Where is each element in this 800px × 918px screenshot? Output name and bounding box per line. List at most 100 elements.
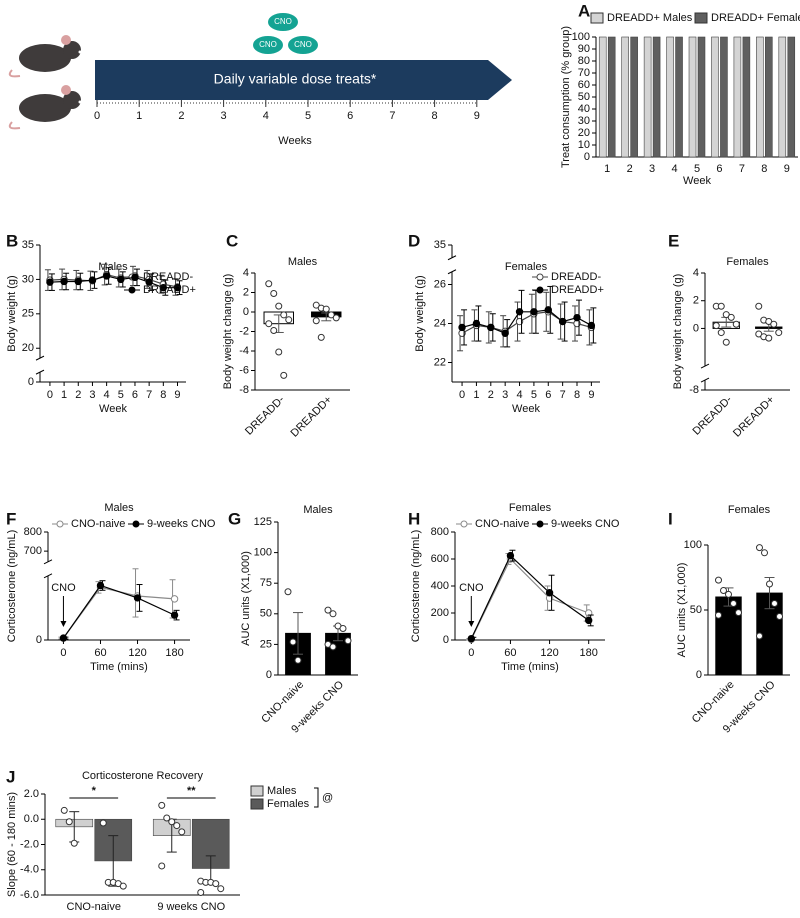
data-point — [70, 839, 78, 847]
axis-break — [700, 363, 710, 369]
x-tick-label: 7 — [560, 389, 566, 401]
data-point — [88, 276, 97, 284]
y-tick-label: -2.0 — [20, 838, 39, 850]
data-point — [275, 348, 283, 356]
chart-title: Females — [509, 502, 552, 514]
legend-marker — [536, 520, 544, 528]
data-point — [544, 306, 552, 314]
y-tick-label: 800 — [431, 526, 449, 538]
y-axis-label: Body weight change (g) — [672, 274, 684, 390]
data-point — [756, 544, 763, 552]
data-point — [312, 301, 320, 309]
panel-letter: A — [578, 1, 590, 20]
week-label: 2 — [178, 110, 184, 122]
y-tick-label: 100 — [684, 539, 702, 551]
y-tick-label: 20 — [578, 127, 590, 139]
data-point — [173, 822, 181, 830]
bar — [643, 36, 652, 158]
cno-badge — [288, 36, 318, 54]
x-tick-label: DREADD- — [690, 393, 734, 437]
x-tick-label: 5 — [118, 389, 124, 401]
data-point — [145, 278, 153, 286]
banner: Daily variable dose treats* — [214, 71, 377, 87]
data-point — [584, 616, 593, 625]
badge-label: CNO — [294, 40, 312, 49]
y-tick-label: 4 — [693, 267, 699, 279]
y-tick-label: 0 — [696, 669, 702, 681]
axis-break — [447, 255, 457, 261]
chart-title: Females — [726, 256, 769, 268]
data-point — [776, 613, 783, 620]
y-axis-label: Treat consumption (% group) — [560, 26, 572, 168]
data-point — [545, 589, 554, 597]
x-tick-label: DREADD+ — [731, 394, 777, 440]
panel-letter: H — [408, 509, 420, 528]
data-point — [765, 334, 773, 342]
legend-label: Females — [267, 798, 310, 810]
y-tick-label: 100 — [572, 31, 590, 43]
data-point — [284, 588, 292, 596]
data-point — [102, 272, 111, 280]
y-axis-label: Body weight change (g) — [222, 274, 234, 390]
series-line — [461, 309, 592, 334]
data-point — [133, 594, 142, 602]
x-axis-label: Week — [99, 403, 127, 415]
y-tick-label: 60 — [578, 79, 590, 91]
y-tick-label: 25 — [260, 638, 272, 650]
y-tick-label: 50 — [690, 604, 702, 616]
panel-letter: J — [6, 767, 15, 786]
y-tick-label: 2 — [693, 295, 699, 307]
x-tick-label: 9 weeks CNO — [157, 901, 225, 913]
mouse-icons — [8, 35, 82, 130]
data-point — [285, 316, 293, 324]
data-point — [332, 314, 340, 322]
data-point — [329, 643, 337, 651]
series-line — [62, 584, 175, 639]
y-tick-label: -8 — [689, 384, 699, 396]
y-axis-label: AUC units (X1,000) — [676, 563, 688, 658]
legend-swatch — [694, 12, 708, 24]
axis-break — [35, 369, 45, 375]
y-tick-label: 0 — [243, 306, 249, 318]
legend-label: DREADD+ — [143, 284, 196, 296]
y-tick-label: -8 — [239, 384, 249, 396]
cno-badge — [268, 13, 298, 31]
data-point — [159, 283, 168, 292]
data-point — [712, 322, 720, 330]
data-point — [727, 313, 735, 321]
legend-label: DREADD- — [551, 271, 601, 283]
bar — [630, 36, 638, 158]
data-point — [732, 320, 740, 328]
x-tick-label: 180 — [165, 647, 183, 659]
data-point — [119, 882, 127, 890]
y-axis-label: Corticosterone (ng/mL) — [410, 530, 422, 643]
week-label: 7 — [389, 110, 395, 122]
bar — [715, 596, 742, 676]
data-point — [506, 551, 515, 560]
week-label: 3 — [221, 110, 227, 122]
y-tick-label: 0.0 — [24, 813, 39, 825]
data-point — [327, 311, 335, 319]
week-label: 0 — [94, 110, 100, 122]
annotation: CNO — [459, 582, 484, 594]
bar — [720, 36, 728, 158]
legend-marker — [536, 286, 544, 294]
y-tick-label: 26 — [434, 278, 446, 290]
x-tick-label: 8 — [761, 163, 767, 175]
data-point — [294, 656, 302, 664]
data-point — [289, 638, 297, 646]
y-tick-label: 50 — [578, 91, 590, 103]
legend-label: CNO-naive — [71, 518, 125, 530]
x-tick-label: 0 — [47, 389, 53, 401]
y-axis-label: Corticosterone (ng/mL) — [6, 530, 18, 643]
data-point — [217, 885, 225, 893]
x-tick-label: 2 — [75, 389, 81, 401]
legend-marker — [56, 520, 64, 528]
data-point — [761, 549, 768, 557]
bar — [742, 36, 751, 158]
y-tick-label: 40 — [578, 103, 590, 115]
data-point — [275, 302, 283, 310]
bar — [598, 36, 607, 158]
x-tick-label: 120 — [128, 647, 146, 659]
